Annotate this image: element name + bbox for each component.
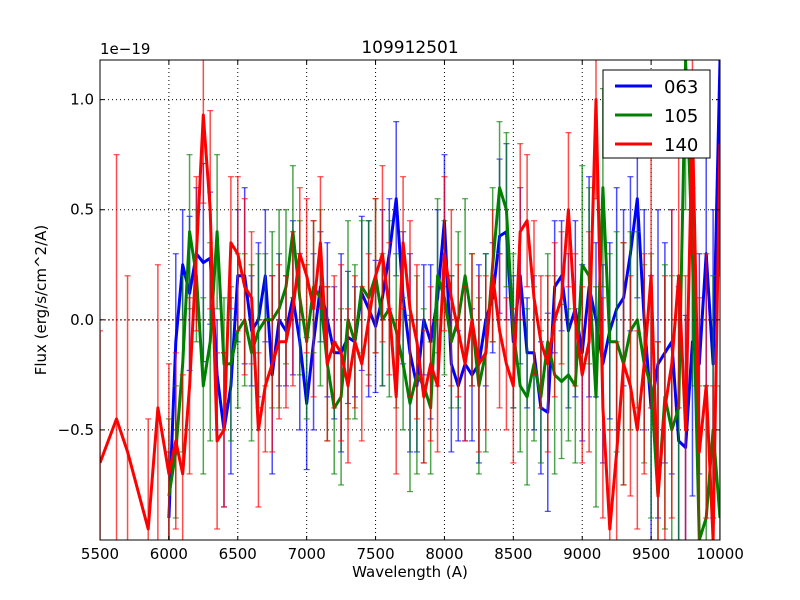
- y-tick-label: 0.0: [70, 311, 94, 329]
- x-tick-label: 10000: [696, 545, 744, 563]
- legend-label-105: 105: [664, 106, 698, 127]
- x-tick-label: 9000: [563, 545, 601, 563]
- legend: 063 105 140: [602, 69, 711, 159]
- plot-frame: [99, 59, 721, 541]
- x-tick-label: 9500: [632, 545, 670, 563]
- y-tick-label: 1.0: [70, 91, 94, 109]
- x-tick-label: 7500: [356, 545, 394, 563]
- legend-label-140: 140: [664, 135, 698, 156]
- y-axis-label: Flux (erg/s/cm^2/A): [32, 225, 50, 376]
- x-tick-label: 8000: [425, 545, 463, 563]
- x-tick-label: 6500: [219, 545, 257, 563]
- x-tick-label: 8500: [494, 545, 532, 563]
- series-140: [100, 60, 720, 540]
- y-tick-label: −0.5: [58, 421, 94, 439]
- data-marks: [100, 60, 720, 540]
- axis-ticks: 5500 6000 6500 7000 7500 8000 8500 9000 9500 1000…: [58, 60, 744, 563]
- chart-title: 109912501: [361, 38, 458, 58]
- series-line-140: [100, 98, 720, 540]
- x-tick-label: 7000: [288, 545, 326, 563]
- x-tick-label: 5500: [81, 545, 119, 563]
- legend-label-063: 063: [664, 77, 698, 98]
- y-tick-label: 0.5: [70, 201, 94, 219]
- x-axis-label: Wavelength (A): [352, 563, 468, 581]
- y-offset-label: 1e−19: [100, 40, 150, 58]
- x-tick-label: 6000: [150, 545, 188, 563]
